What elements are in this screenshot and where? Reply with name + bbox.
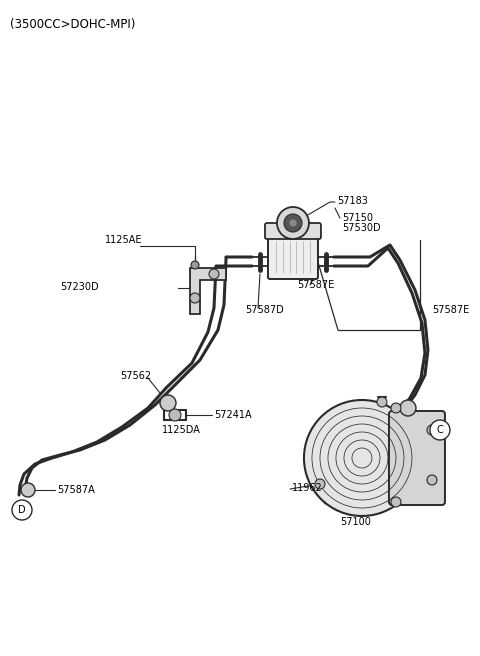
Circle shape: [427, 425, 437, 435]
Polygon shape: [190, 268, 226, 314]
Circle shape: [209, 269, 219, 279]
Text: 1125DA: 1125DA: [162, 425, 201, 435]
Text: 57241A: 57241A: [214, 410, 252, 420]
Text: 1125AE: 1125AE: [105, 235, 143, 245]
Text: 57562: 57562: [120, 371, 151, 381]
Text: 57587E: 57587E: [432, 305, 469, 315]
Circle shape: [400, 400, 416, 416]
Circle shape: [21, 483, 35, 497]
Text: 57587E: 57587E: [297, 280, 334, 290]
FancyBboxPatch shape: [265, 223, 321, 239]
Text: 57100: 57100: [340, 517, 371, 527]
Text: 11962: 11962: [292, 483, 323, 493]
Circle shape: [277, 207, 309, 239]
Circle shape: [391, 403, 401, 413]
Text: C: C: [437, 425, 444, 435]
Text: 57530D: 57530D: [342, 223, 381, 233]
Circle shape: [191, 261, 199, 269]
Text: 57230D: 57230D: [60, 282, 98, 292]
Circle shape: [391, 497, 401, 507]
Circle shape: [160, 395, 176, 411]
Circle shape: [377, 397, 387, 407]
Text: D: D: [18, 505, 26, 515]
FancyBboxPatch shape: [268, 233, 318, 279]
Circle shape: [430, 420, 450, 440]
Circle shape: [284, 214, 302, 232]
Circle shape: [169, 409, 181, 421]
Circle shape: [190, 293, 200, 303]
Text: (3500CC>DOHC-MPI): (3500CC>DOHC-MPI): [10, 18, 135, 31]
Text: 57150: 57150: [342, 213, 373, 223]
FancyBboxPatch shape: [389, 411, 445, 505]
Circle shape: [304, 400, 420, 516]
Circle shape: [289, 219, 297, 227]
Circle shape: [427, 475, 437, 485]
Text: 57587A: 57587A: [57, 485, 95, 495]
Circle shape: [315, 479, 325, 489]
Text: 57587D: 57587D: [245, 305, 284, 315]
Text: 57183: 57183: [337, 196, 368, 206]
Circle shape: [12, 500, 32, 520]
